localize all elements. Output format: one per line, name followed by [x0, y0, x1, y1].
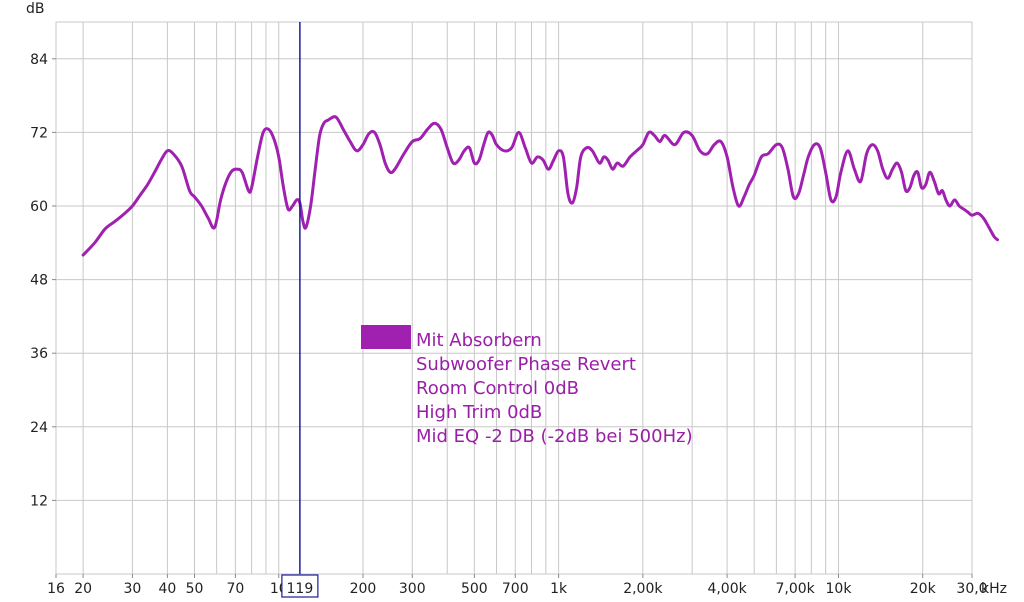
- y-tick-label: 12: [30, 493, 48, 509]
- x-tick-label: 10k: [826, 581, 853, 597]
- legend-line: Mid EQ -2 DB (-2dB bei 500Hz): [416, 426, 693, 447]
- x-tick-label: 300: [399, 581, 426, 597]
- plot-background: [55, 21, 973, 575]
- x-tick-label: 40: [158, 581, 176, 597]
- y-tick-label: 24: [30, 420, 48, 436]
- y-axis: 12 24 36 48 60 72 84: [30, 52, 56, 509]
- y-tick-label: 48: [30, 273, 48, 289]
- x-tick-label: 7,00k: [775, 581, 815, 597]
- x-tick-label: 20: [74, 581, 92, 597]
- y-tick-label: 72: [30, 125, 48, 141]
- legend-line: Mit Absorbern: [416, 330, 542, 351]
- y-tick-label: 60: [30, 199, 48, 215]
- x-tick-label: 50: [186, 581, 204, 597]
- x-tick-label: 70: [226, 581, 244, 597]
- x-tick-label: 16: [47, 581, 65, 597]
- legend-line: High Trim 0dB: [416, 402, 542, 423]
- cursor[interactable]: 119: [281, 22, 319, 598]
- legend-swatch: [361, 325, 411, 349]
- legend-line: Room Control 0dB: [416, 378, 579, 399]
- legend-line: Subwoofer Phase Revert: [416, 354, 636, 375]
- grid: [56, 22, 972, 574]
- y-tick-label: 36: [30, 346, 48, 362]
- x-axis-unit: kHz: [981, 581, 1007, 597]
- x-tick-label: 30,0: [956, 581, 987, 597]
- series-layer: [81, 115, 999, 257]
- x-tick-label: 200: [350, 581, 377, 597]
- x-tick-label: 500: [461, 581, 488, 597]
- legend: Mit Absorbern Subwoofer Phase Revert Roo…: [361, 325, 693, 447]
- x-tick-label: 4,00k: [707, 581, 747, 597]
- x-tick-label: 20k: [910, 581, 937, 597]
- y-tick-label: 84: [30, 52, 48, 68]
- cursor-readout-label: 119: [287, 581, 314, 597]
- x-tick-label: 30: [123, 581, 141, 597]
- series-line: [81, 115, 999, 257]
- x-tick-label: 1k: [550, 581, 568, 597]
- cursor-readout-box[interactable]: [281, 574, 319, 598]
- x-tick-label: 700: [502, 581, 529, 597]
- x-axis: 16 20 30 40 50 70 10 200 300 500 700 1k 2,00k 4,00k 7,…: [47, 574, 988, 597]
- x-tick-label: 2,00k: [623, 581, 663, 597]
- y-axis-label: dB: [26, 1, 45, 17]
